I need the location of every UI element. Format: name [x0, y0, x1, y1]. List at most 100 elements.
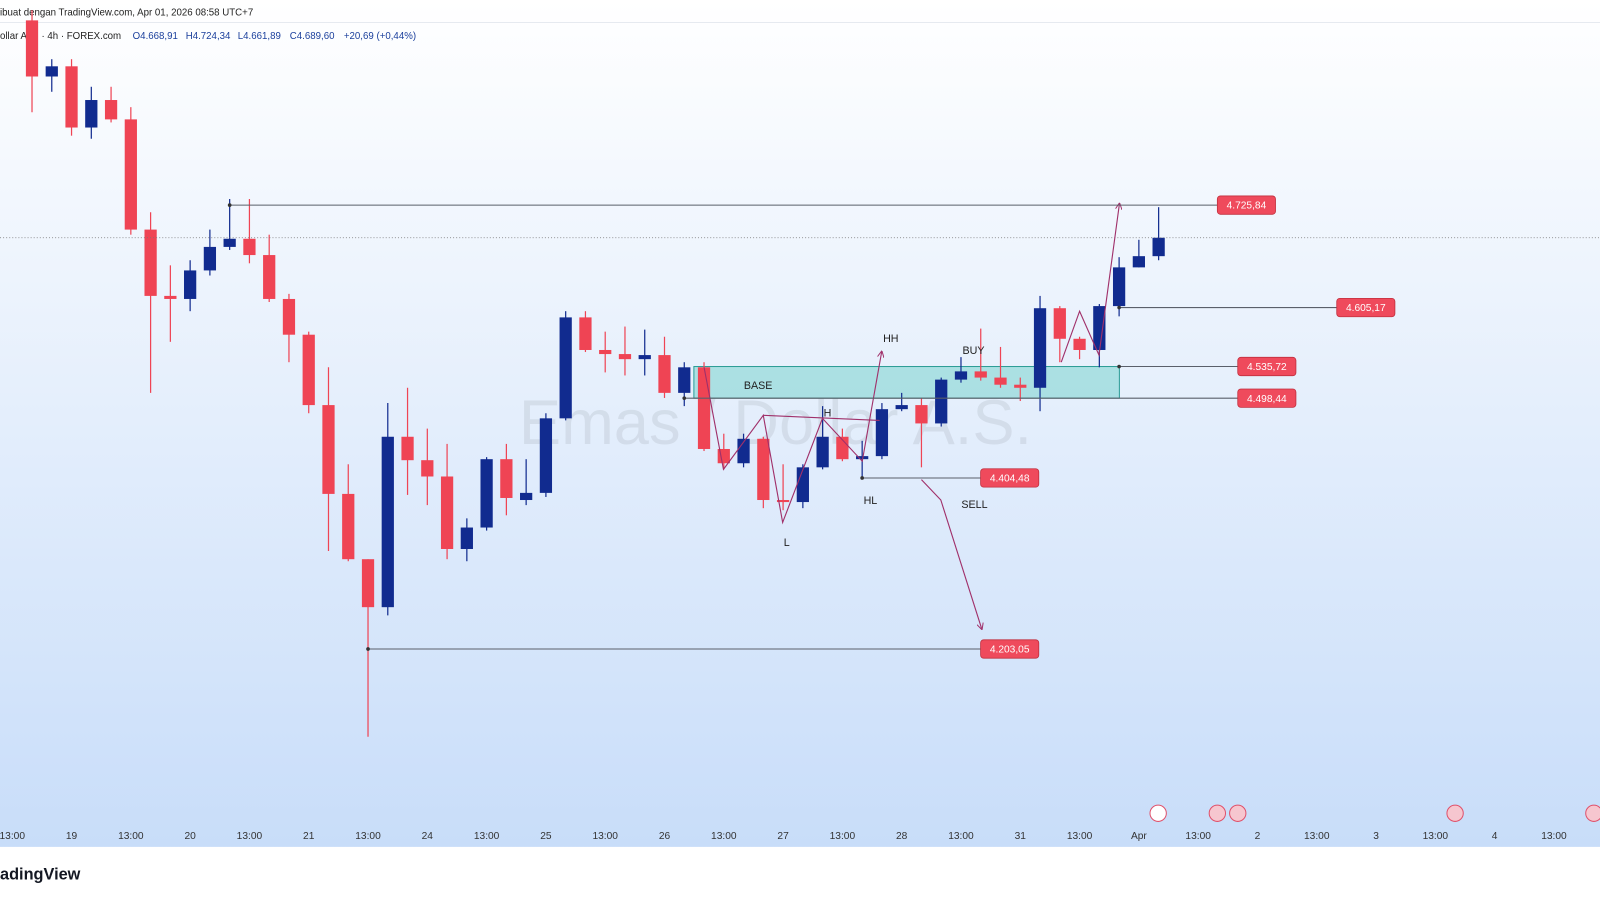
candle-body	[599, 349, 612, 355]
candle-body	[1033, 308, 1047, 388]
candle-body	[935, 379, 948, 424]
event-icon	[1149, 804, 1167, 822]
x-tick-label: 4	[1492, 831, 1498, 842]
x-tick-label: 31	[1015, 831, 1027, 842]
candle-body	[25, 20, 39, 77]
candle-body	[539, 418, 553, 493]
candle-body	[737, 438, 750, 464]
candle-body	[638, 355, 651, 360]
level-label: 4.725,84	[1227, 201, 1267, 212]
candle-body	[401, 436, 414, 461]
candle-body	[579, 317, 592, 350]
candle-body	[678, 367, 691, 393]
text-layer: 13:00 19 13:00 20 13:00 21 13:00 24 13:00 25 13:00…	[0, 333, 1567, 842]
x-tick-label: 28	[896, 831, 908, 842]
level-label-box	[1216, 195, 1276, 215]
x-tick-label: 20	[184, 831, 196, 842]
candle-body	[361, 559, 375, 608]
level-label-box	[1237, 388, 1297, 408]
candle-body	[440, 476, 454, 550]
candle-body	[856, 456, 869, 460]
x-tick-label: 13:00	[1304, 831, 1330, 842]
x-tick-label: 24	[422, 831, 434, 842]
level-anchor	[1117, 305, 1121, 310]
candle-body	[1093, 306, 1106, 350]
candle-body	[559, 317, 572, 419]
level-label-box	[1336, 297, 1396, 318]
symbol-text: ollar A.S. · 4h · FOREX.com	[0, 31, 121, 42]
annotation: HL	[864, 495, 878, 507]
header-text: ibuat dengan TradingView.com, Apr 01, 20…	[0, 7, 253, 18]
candle-body	[1112, 267, 1126, 307]
level-label: 4.203,05	[990, 645, 1030, 656]
level-anchor	[860, 476, 864, 480]
candle-body	[243, 238, 256, 256]
annotation: SELL	[961, 499, 987, 511]
candle-body	[65, 66, 78, 128]
brand: adingView	[0, 866, 81, 884]
candle-body	[1053, 308, 1066, 339]
h-line	[763, 414, 880, 421]
event-icon	[1229, 804, 1247, 822]
candle-body	[104, 100, 118, 120]
x-tick-label: 13:00	[474, 831, 500, 842]
x-tick-label: 13:00	[118, 831, 144, 842]
candle-body	[757, 438, 770, 501]
level-layer: 4.725,84 4.605,17 4.535,72 4.498,44 4.404,48…	[227, 195, 1396, 659]
candle-body	[144, 229, 157, 296]
level-label: 4.404,48	[990, 474, 1030, 485]
candle-body	[1014, 384, 1027, 388]
ohlc-change: +20,69 (+0,44%)	[344, 31, 416, 42]
candle-body	[520, 492, 533, 501]
candle-body	[1073, 338, 1086, 350]
x-tick-label: 3	[1373, 831, 1379, 842]
zone-label: BASE	[744, 380, 773, 392]
candle-body	[263, 255, 276, 299]
x-tick-label: 13:00	[1067, 831, 1093, 842]
x-tick-label: 13:00	[830, 831, 856, 842]
x-tick-label: 25	[540, 831, 552, 842]
candle-body	[697, 367, 711, 449]
x-tick-label: 2	[1255, 831, 1261, 842]
candle-body	[124, 119, 137, 230]
level-label-box	[1237, 356, 1297, 377]
x-tick-label: 27	[777, 831, 789, 842]
candle-body	[480, 459, 493, 528]
x-tick-label: 13:00	[1541, 831, 1567, 842]
candle-body	[342, 493, 355, 560]
level-anchor	[682, 396, 687, 401]
x-tick-label: 13:00	[711, 831, 737, 842]
x-tick-label: 26	[659, 831, 671, 842]
candle-body	[974, 371, 987, 378]
level-anchor	[227, 203, 232, 207]
plot-background	[0, 0, 1600, 847]
annotation: BUY	[962, 345, 984, 357]
candle-body	[282, 298, 296, 335]
x-tick-label: 13:00	[0, 831, 25, 842]
annotation: H	[824, 407, 832, 419]
level-label-box	[980, 639, 1040, 659]
candle-body	[1132, 256, 1145, 268]
candle-body	[618, 354, 632, 360]
candle-body	[322, 405, 335, 494]
x-tick-label: 13:00	[355, 831, 381, 842]
ohlc-close: C4.689,60	[290, 31, 335, 42]
candle-body	[45, 66, 58, 77]
zigzag-line	[703, 352, 882, 525]
candle-body	[460, 527, 473, 550]
pattern-drawings	[703, 204, 1119, 628]
event-icons	[1149, 804, 1600, 822]
candle-layer	[0, 10, 1600, 737]
ohlc-open: O4.668,91	[133, 31, 178, 42]
x-tick-label: 21	[303, 831, 315, 842]
candle-body	[85, 100, 98, 128]
x-tick-label: 13:00	[237, 831, 263, 842]
candle-body	[875, 409, 889, 457]
x-tick-label: 13:00	[1423, 831, 1449, 842]
candle-body	[915, 405, 928, 424]
candle-body	[1152, 237, 1165, 257]
event-icon	[1585, 804, 1600, 822]
level-label-box	[980, 468, 1040, 488]
candle-body	[796, 467, 809, 503]
